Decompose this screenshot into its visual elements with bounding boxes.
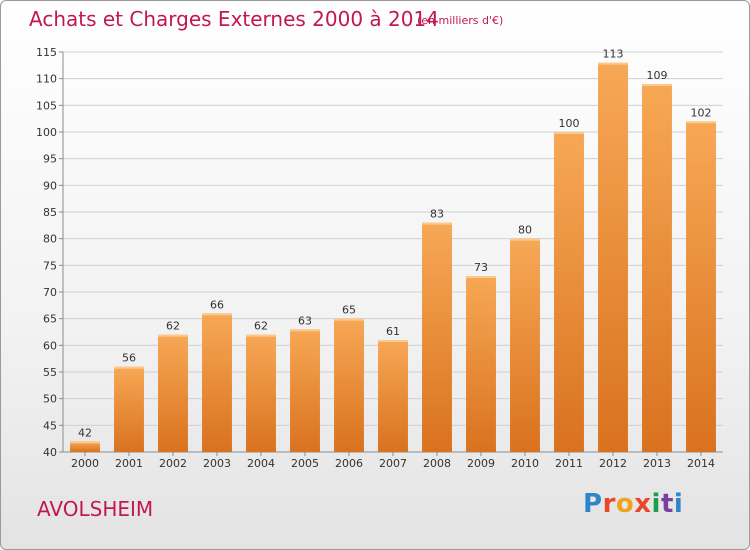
x-tick-label: 2006 xyxy=(335,457,363,470)
data-label: 73 xyxy=(474,261,488,274)
x-tick-label: 2011 xyxy=(555,457,583,470)
data-label: 42 xyxy=(78,426,92,439)
data-label: 83 xyxy=(430,208,444,221)
bar-top-highlight xyxy=(158,334,188,337)
bar-top-highlight xyxy=(510,238,540,241)
y-tick-label: 45 xyxy=(43,419,57,432)
bar-2005 xyxy=(290,329,320,452)
x-tick-label: 2008 xyxy=(423,457,451,470)
proxiti-logo[interactable]: Proxiti xyxy=(583,489,684,519)
bar-2007 xyxy=(378,340,408,452)
data-label: 100 xyxy=(559,117,580,130)
bar-2012 xyxy=(598,62,628,453)
x-tick-label: 2014 xyxy=(687,457,715,470)
bar-top-highlight xyxy=(422,222,452,225)
data-label: 56 xyxy=(122,352,136,365)
y-tick-label: 75 xyxy=(43,259,57,272)
y-tick-label: 85 xyxy=(43,206,57,219)
data-label: 102 xyxy=(691,106,712,119)
x-tick-label: 2007 xyxy=(379,457,407,470)
bar-top-highlight xyxy=(598,62,628,65)
bar-2003 xyxy=(202,313,232,452)
bar-2004 xyxy=(246,334,276,452)
chart-title: Achats et Charges Externes 2000 à 2014 xyxy=(29,7,439,31)
data-label: 66 xyxy=(210,298,224,311)
commune-name: AVOLSHEIM xyxy=(37,497,154,521)
data-label: 65 xyxy=(342,304,356,317)
bar-2013 xyxy=(642,84,672,452)
x-tick-label: 2012 xyxy=(599,457,627,470)
y-tick-label: 95 xyxy=(43,153,57,166)
bar-2000 xyxy=(70,441,100,452)
y-tick-label: 55 xyxy=(43,366,57,379)
chart-subtitle: (en milliers d'€) xyxy=(417,14,504,27)
y-tick-label: 105 xyxy=(36,99,57,112)
bar-top-highlight xyxy=(114,366,144,369)
bar-2001 xyxy=(114,366,144,452)
x-tick-label: 2002 xyxy=(159,457,187,470)
bar-top-highlight xyxy=(466,276,496,278)
y-tick-label: 100 xyxy=(36,126,57,139)
data-labels: 42 56 62 66 62 63 65 61 83 73 80 100 113 109 102 xyxy=(78,48,712,440)
y-tick-label: 40 xyxy=(43,446,57,459)
y-tick-label: 50 xyxy=(43,393,57,406)
x-tick-label: 2005 xyxy=(291,457,319,470)
y-tick-label: 90 xyxy=(43,179,57,192)
bar-top-highlight xyxy=(334,318,364,321)
x-tick-label: 2013 xyxy=(643,457,671,470)
bar-top-highlight xyxy=(554,132,584,134)
bar-top-highlight xyxy=(686,121,716,124)
bar-top-highlight xyxy=(246,334,276,337)
bar-top-highlight xyxy=(290,329,320,332)
x-tick-label: 2000 xyxy=(71,457,99,470)
y-tick-label: 80 xyxy=(43,233,57,246)
x-tick-label: 2010 xyxy=(511,457,539,470)
bars xyxy=(70,62,716,453)
bar-top-highlight xyxy=(202,313,232,316)
data-label: 63 xyxy=(298,314,312,327)
x-tick-label: 2003 xyxy=(203,457,231,470)
data-label: 62 xyxy=(166,320,180,333)
data-label: 62 xyxy=(254,320,268,333)
bar-2014 xyxy=(686,121,716,452)
data-label: 80 xyxy=(518,224,532,237)
data-label: 61 xyxy=(386,325,400,338)
bar-2009 xyxy=(466,276,496,452)
bar-2002 xyxy=(158,334,188,452)
data-label: 113 xyxy=(603,48,624,61)
bar-top-highlight xyxy=(642,84,672,86)
x-tick-label: 2001 xyxy=(115,457,143,470)
y-tick-label: 65 xyxy=(43,313,57,326)
x-tick-label: 2004 xyxy=(247,457,275,470)
bar-top-highlight xyxy=(378,340,408,342)
bar-2011 xyxy=(554,132,584,452)
data-label: 109 xyxy=(647,69,668,82)
y-tick-label: 115 xyxy=(36,46,57,59)
y-tick-label: 110 xyxy=(36,73,57,86)
bar-2006 xyxy=(334,318,364,452)
bar-2010 xyxy=(510,238,540,452)
y-tick-label: 60 xyxy=(43,339,57,352)
bar-top-highlight xyxy=(70,441,100,444)
x-tick-label: 2009 xyxy=(467,457,495,470)
y-tick-label: 70 xyxy=(43,286,57,299)
bar-2008 xyxy=(422,222,452,452)
